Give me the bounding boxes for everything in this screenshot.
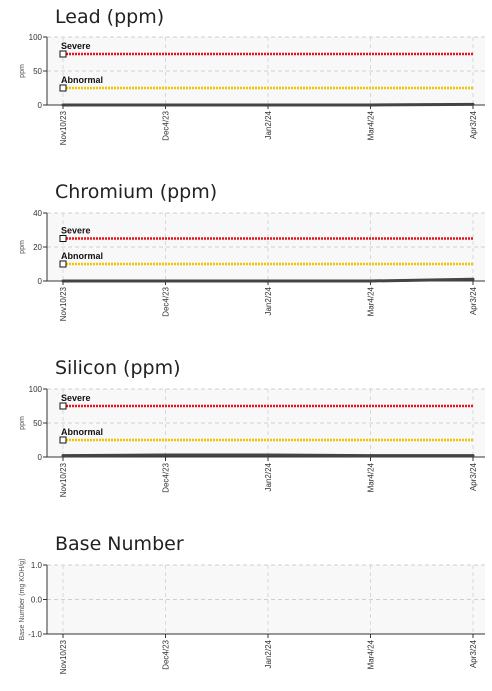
limit-marker xyxy=(59,436,67,444)
x-tick-label: Nov10/23 xyxy=(59,286,68,321)
data-point xyxy=(164,453,167,457)
data-point xyxy=(164,279,167,283)
chart-silicon: Silicon (ppm) 0 50 100 ppm Nov10/23 Dec4/23 Ja… xyxy=(0,352,492,522)
x-tick-label: Apr3/24 xyxy=(469,462,478,491)
y-tick-label: 50 xyxy=(33,67,42,76)
y-tick-label: 100 xyxy=(29,33,43,42)
chart-title: Lead (ppm) xyxy=(55,6,165,28)
chart-title: Base Number xyxy=(55,533,184,555)
chart-base-number: Base Number -1.0 0.0 1.0 Base Number (mg KO… xyxy=(0,528,492,691)
chart-title: Silicon (ppm) xyxy=(55,357,181,379)
x-tick-label: Mar4/24 xyxy=(367,462,376,492)
data-point xyxy=(369,103,372,107)
x-tick-label: Apr3/24 xyxy=(469,639,478,668)
limit-label: Severe xyxy=(61,41,91,51)
chart-plot: 0 20 40 ppm Nov10/23 Dec4/23 Jan2/24 Mar4/24 Apr… xyxy=(19,209,485,321)
data-point xyxy=(61,279,65,283)
data-point xyxy=(61,454,65,458)
x-tick-label: Mar4/24 xyxy=(367,110,376,140)
y-axis-label: ppm xyxy=(19,240,26,254)
chart-title: Chromium (ppm) xyxy=(55,181,218,203)
data-point xyxy=(61,103,65,107)
data-point xyxy=(471,102,475,106)
y-tick-label: -1.0 xyxy=(28,630,42,639)
x-tick-label: Jan2/24 xyxy=(264,639,273,668)
data-point xyxy=(369,279,372,283)
x-tick-label: Jan2/24 xyxy=(264,110,273,139)
chart-plot: 0 50 100 ppm Nov10/23 Dec4/23 Jan2/24 Mar4/24 Ap… xyxy=(19,33,485,145)
x-tick-label: Jan2/24 xyxy=(264,462,273,491)
x-tick-label: Nov10/23 xyxy=(59,639,68,674)
data-point xyxy=(164,103,167,107)
limit-marker xyxy=(59,50,67,58)
chart-chromium: Chromium (ppm) 0 20 40 ppm Nov10/23 Dec4/23 Ja… xyxy=(0,176,492,346)
x-tick-label: Nov10/23 xyxy=(59,462,68,497)
chart-lead: Lead (ppm) 0 50 100 ppm Nov10/23 Dec4/23 Jan2/… xyxy=(0,0,492,170)
limit-label: Severe xyxy=(61,226,91,236)
limit-label: Abnormal xyxy=(61,75,103,85)
data-point xyxy=(266,453,270,457)
y-axis-label: ppm xyxy=(19,64,26,78)
y-tick-label: 1.0 xyxy=(31,561,43,570)
x-tick-label: Apr3/24 xyxy=(469,286,478,315)
chart-plot: 0 50 100 ppm Nov10/23 Dec4/23 Jan2/24 Mar4/24 Ap… xyxy=(19,385,485,497)
y-axis-label: ppm xyxy=(19,416,26,430)
limit-label: Abnormal xyxy=(61,251,103,261)
limit-marker xyxy=(59,235,67,242)
y-tick-label: 0 xyxy=(38,277,43,286)
data-point xyxy=(266,279,270,283)
y-axis-label: Base Number (mg KOH/g) xyxy=(19,558,26,640)
chart-plot: -1.0 0.0 1.0 Base Number (mg KOH/g) Nov10/23… xyxy=(19,558,485,674)
x-tick-label: Dec4/23 xyxy=(162,110,171,140)
limit-label: Severe xyxy=(61,393,91,403)
limit-label: Abnormal xyxy=(61,427,103,437)
y-tick-label: 0 xyxy=(38,101,43,110)
limit-marker xyxy=(59,260,67,268)
y-tick-label: 40 xyxy=(33,209,42,218)
x-tick-label: Nov10/23 xyxy=(59,110,68,145)
x-tick-label: Dec4/23 xyxy=(162,462,171,492)
y-tick-label: 0.0 xyxy=(31,596,43,605)
y-tick-label: 20 xyxy=(33,243,42,252)
x-tick-label: Dec4/23 xyxy=(162,639,171,669)
data-point xyxy=(266,103,270,107)
x-tick-label: Mar4/24 xyxy=(367,286,376,316)
x-tick-label: Apr3/24 xyxy=(469,110,478,139)
data-point xyxy=(369,454,372,458)
y-tick-label: 100 xyxy=(29,385,43,394)
x-tick-label: Dec4/23 xyxy=(162,286,171,316)
limit-marker xyxy=(59,402,67,410)
x-tick-label: Mar4/24 xyxy=(367,639,376,669)
x-tick-label: Jan2/24 xyxy=(264,286,273,315)
data-point xyxy=(471,277,475,281)
data-point xyxy=(471,454,475,458)
y-tick-label: 0 xyxy=(38,453,43,462)
limit-marker xyxy=(59,84,67,92)
y-tick-label: 50 xyxy=(33,419,42,428)
